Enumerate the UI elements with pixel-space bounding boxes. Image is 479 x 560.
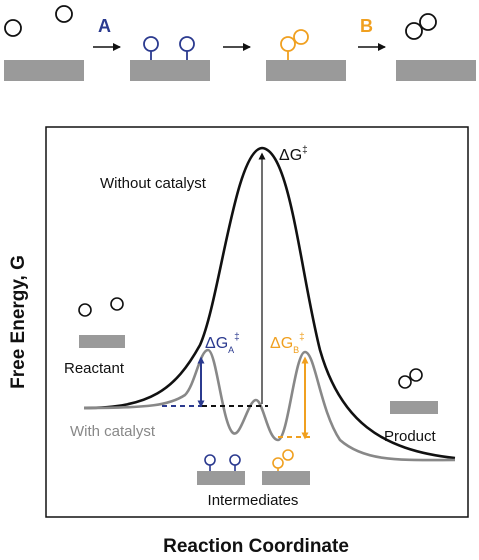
catalyst-surface-4 bbox=[396, 60, 476, 81]
reactant-molecule-2 bbox=[55, 5, 73, 23]
product-molecule-1 bbox=[405, 22, 423, 40]
intermediate-icon-a-surface bbox=[197, 471, 245, 485]
product-icon-surface bbox=[390, 401, 438, 414]
product-icon-molecule-2 bbox=[409, 368, 423, 382]
product-icon-molecule-1 bbox=[398, 375, 412, 389]
intermediate-icon-a-2 bbox=[229, 454, 241, 466]
delta-g-a-label: ΔGA‡ bbox=[205, 332, 240, 355]
delta-g-main-label: ΔG‡ bbox=[279, 145, 308, 164]
adsorbed-molecule-1 bbox=[143, 36, 159, 52]
intermediate-icon-b-surface bbox=[262, 471, 310, 485]
plot-frame bbox=[45, 126, 469, 518]
y-axis-label: Free Energy, G bbox=[8, 255, 29, 389]
adsorbed-molecule-2 bbox=[179, 36, 195, 52]
reactant-icon-molecule-1 bbox=[78, 303, 92, 317]
step-a-label: A bbox=[98, 16, 111, 36]
catalyst-surface-1 bbox=[4, 60, 84, 81]
step-b-label: B bbox=[360, 16, 373, 36]
intermediate-molecule-2 bbox=[293, 29, 309, 45]
x-axis-label: Reaction Coordinate bbox=[163, 536, 349, 557]
reaction-scheme: A B bbox=[4, 5, 476, 81]
product-molecule-2 bbox=[419, 13, 437, 31]
intermediates-label: Intermediates bbox=[208, 492, 299, 509]
delta-g-b-label: ΔGB‡ bbox=[270, 332, 305, 355]
intermediate-icon-b-1 bbox=[272, 457, 284, 469]
catalyst-surface-2 bbox=[130, 60, 210, 81]
product-label: Product bbox=[384, 428, 437, 445]
intermediate-molecule-1 bbox=[280, 36, 296, 52]
reactant-molecule-1 bbox=[4, 19, 22, 37]
uncatalyzed-curve bbox=[83, 146, 456, 460]
intermediate-icon-a-1 bbox=[204, 454, 216, 466]
catalyzed-label: With catalyst bbox=[70, 423, 156, 440]
intermediate-icon-b-2 bbox=[282, 449, 294, 461]
reactant-icon-molecule-2 bbox=[110, 297, 124, 311]
uncatalyzed-label: Without catalyst bbox=[100, 175, 207, 192]
catalyzed-curve bbox=[83, 348, 456, 462]
reactant-icon-surface bbox=[79, 335, 125, 348]
reactant-label: Reactant bbox=[64, 360, 125, 377]
catalyst-surface-3 bbox=[266, 60, 346, 81]
